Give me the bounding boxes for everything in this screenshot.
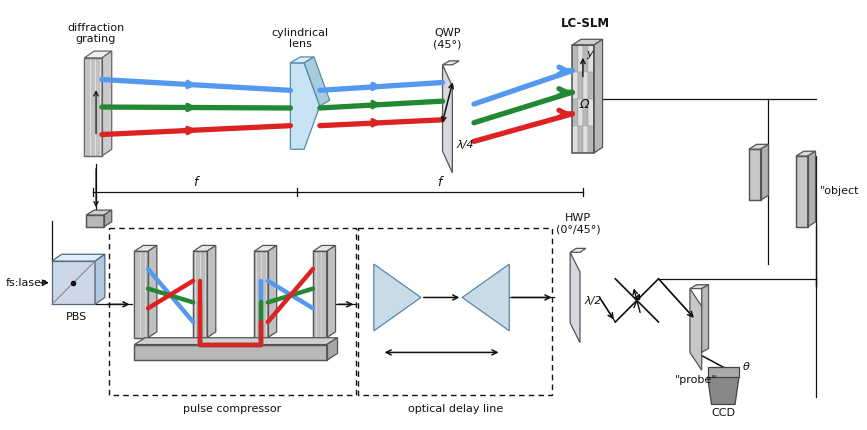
Text: λ/4: λ/4 xyxy=(456,140,473,150)
Polygon shape xyxy=(808,151,816,227)
Polygon shape xyxy=(583,45,589,72)
Polygon shape xyxy=(193,251,207,338)
Text: LC-SLM: LC-SLM xyxy=(561,18,610,31)
Text: Ω: Ω xyxy=(579,98,589,111)
Text: λ/2: λ/2 xyxy=(585,296,603,307)
Text: "probe": "probe" xyxy=(675,375,717,385)
Polygon shape xyxy=(290,63,320,149)
Polygon shape xyxy=(796,156,808,227)
Polygon shape xyxy=(268,246,277,338)
Text: QWP
(45°): QWP (45°) xyxy=(434,28,461,49)
Polygon shape xyxy=(207,246,216,338)
Polygon shape xyxy=(572,72,577,99)
Polygon shape xyxy=(134,246,157,251)
Polygon shape xyxy=(327,338,337,360)
Polygon shape xyxy=(570,252,580,343)
Text: fs:laser: fs:laser xyxy=(6,278,46,288)
Text: CCD: CCD xyxy=(711,408,735,418)
Polygon shape xyxy=(374,264,421,331)
Polygon shape xyxy=(290,57,314,63)
Polygon shape xyxy=(707,367,739,377)
Text: f: f xyxy=(438,176,442,190)
Polygon shape xyxy=(594,39,603,153)
Polygon shape xyxy=(572,39,603,45)
Text: diffraction
grating: diffraction grating xyxy=(68,23,125,44)
Text: f: f xyxy=(193,176,198,190)
Polygon shape xyxy=(84,51,112,58)
Polygon shape xyxy=(148,246,157,338)
Polygon shape xyxy=(95,254,105,304)
Polygon shape xyxy=(690,289,701,370)
Polygon shape xyxy=(583,99,589,126)
Polygon shape xyxy=(572,45,577,72)
Polygon shape xyxy=(577,99,583,126)
Text: PBS: PBS xyxy=(66,312,87,322)
Polygon shape xyxy=(690,285,708,289)
Polygon shape xyxy=(572,126,577,153)
Polygon shape xyxy=(749,149,760,200)
Polygon shape xyxy=(304,57,329,106)
Polygon shape xyxy=(254,251,268,338)
Polygon shape xyxy=(572,99,577,126)
Polygon shape xyxy=(577,45,583,72)
Polygon shape xyxy=(577,72,583,99)
Polygon shape xyxy=(796,151,816,156)
Polygon shape xyxy=(134,338,337,344)
Polygon shape xyxy=(442,61,460,65)
Polygon shape xyxy=(254,246,277,251)
Polygon shape xyxy=(52,261,95,304)
Polygon shape xyxy=(749,144,768,149)
Polygon shape xyxy=(84,58,102,156)
Polygon shape xyxy=(442,65,453,173)
Polygon shape xyxy=(589,126,594,153)
Text: cylindrical
lens: cylindrical lens xyxy=(271,28,329,49)
Polygon shape xyxy=(570,249,586,252)
Polygon shape xyxy=(577,126,583,153)
Polygon shape xyxy=(707,377,739,405)
Text: HWP
(0°/45°): HWP (0°/45°) xyxy=(556,213,600,235)
Text: y: y xyxy=(586,49,592,59)
Polygon shape xyxy=(134,251,148,338)
Polygon shape xyxy=(583,126,589,153)
Polygon shape xyxy=(313,246,336,251)
Polygon shape xyxy=(327,246,336,338)
Polygon shape xyxy=(583,72,589,99)
Polygon shape xyxy=(760,144,768,200)
Polygon shape xyxy=(589,72,594,99)
Polygon shape xyxy=(134,344,327,360)
Polygon shape xyxy=(313,251,327,338)
Polygon shape xyxy=(589,45,594,72)
Text: optical delay line: optical delay line xyxy=(407,405,503,415)
Polygon shape xyxy=(52,254,105,261)
Polygon shape xyxy=(701,285,708,353)
Polygon shape xyxy=(86,215,104,227)
Polygon shape xyxy=(104,210,112,227)
Text: θ: θ xyxy=(743,362,750,372)
Polygon shape xyxy=(589,99,594,126)
Text: "object: "object xyxy=(819,187,859,197)
Polygon shape xyxy=(193,246,216,251)
Polygon shape xyxy=(102,51,112,156)
Polygon shape xyxy=(86,210,112,215)
Polygon shape xyxy=(462,264,509,331)
Text: pulse compressor: pulse compressor xyxy=(183,405,282,415)
